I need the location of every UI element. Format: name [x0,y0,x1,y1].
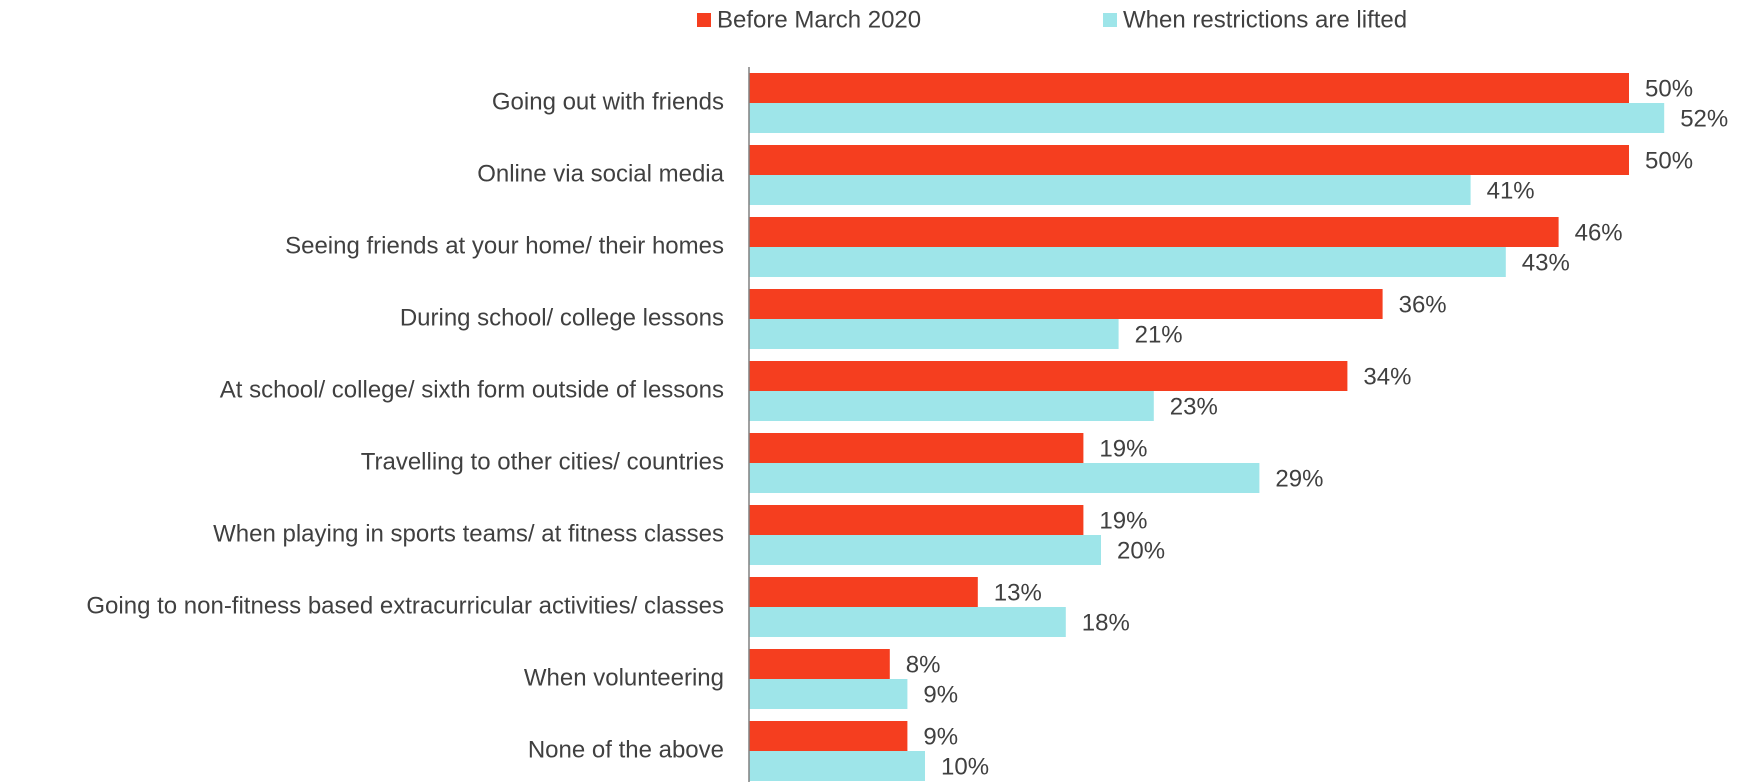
legend-swatch [1103,13,1117,27]
y-tick-label: Seeing friends at your home/ their homes [285,232,724,259]
bar [749,73,1629,103]
bar [749,361,1348,391]
bar [749,391,1154,421]
bar [749,535,1101,565]
data-label: 36% [1399,291,1447,318]
legend-label: Before March 2020 [717,6,921,33]
bar [749,679,908,709]
y-tick-label: At school/ college/ sixth form outside o… [220,376,724,403]
y-tick-label: When playing in sports teams/ at fitness… [213,520,724,547]
data-label: 50% [1645,147,1693,174]
bar [749,145,1629,175]
bar [749,247,1506,277]
bar [749,217,1559,247]
data-label: 23% [1170,393,1218,420]
bar [749,649,890,679]
data-label: 46% [1575,219,1623,246]
data-label: 19% [1099,507,1147,534]
data-label: 21% [1135,321,1183,348]
y-tick-label: During school/ college lessons [400,304,724,331]
data-label: 9% [923,723,958,750]
bar [749,751,925,781]
bar [749,175,1471,205]
data-label: 13% [994,579,1042,606]
y-tick-label: Travelling to other cities/ countries [361,448,724,475]
bar [749,103,1665,133]
bar [749,721,908,751]
data-label: 34% [1363,363,1411,390]
bar [749,289,1383,319]
data-label: 9% [923,681,958,708]
data-label: 18% [1082,609,1130,636]
legend-label: When restrictions are lifted [1123,6,1407,33]
data-label: 20% [1117,537,1165,564]
data-label: 43% [1522,249,1570,276]
bar [749,319,1119,349]
y-tick-label: Going to non-fitness based extracurricul… [86,592,724,619]
data-label: 8% [906,651,941,678]
bar [749,433,1084,463]
y-tick-label: Going out with friends [492,88,724,115]
data-label: 10% [941,753,989,780]
bar [749,607,1066,637]
bar [749,505,1084,535]
data-label: 29% [1275,465,1323,492]
data-label: 52% [1680,105,1728,132]
y-tick-label: None of the above [528,736,724,763]
bar [749,463,1260,493]
bar [749,577,978,607]
data-label: 19% [1099,435,1147,462]
data-label: 41% [1487,177,1535,204]
legend-swatch [697,13,711,27]
y-tick-label: Online via social media [477,160,724,187]
data-label: 50% [1645,75,1693,102]
y-tick-label: When volunteering [524,664,724,691]
